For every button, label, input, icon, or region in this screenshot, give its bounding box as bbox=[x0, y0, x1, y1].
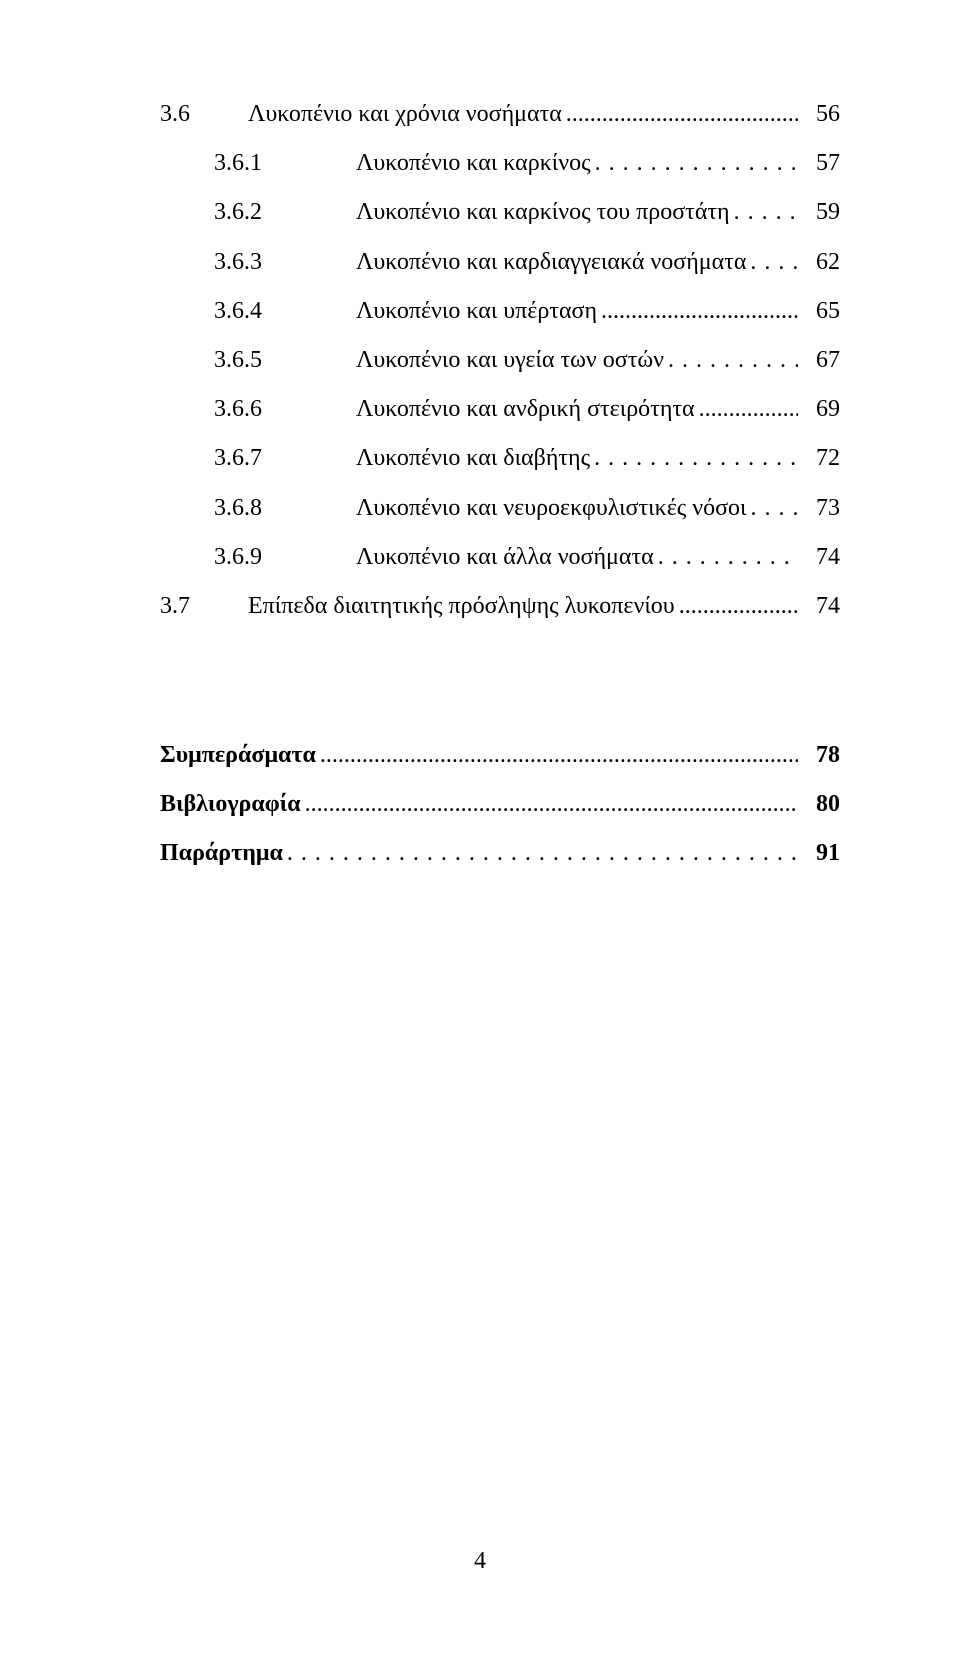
toc-entry-page: 78 bbox=[798, 731, 840, 780]
toc-leader bbox=[746, 238, 798, 287]
toc-entry-number: 3.6 bbox=[160, 90, 248, 139]
toc-entry-title: Λυκοπένιο και ανδρική στειρότητα bbox=[356, 385, 695, 434]
toc-leader bbox=[316, 731, 798, 780]
toc-entry-title: Λυκοπένιο και καρκίνος του προστάτη bbox=[356, 188, 730, 237]
toc-entry-page: 72 bbox=[798, 434, 840, 483]
toc-leader bbox=[747, 484, 798, 533]
toc-row: 3.6.8Λυκοπένιο και νευροεκφυλιστικές νόσ… bbox=[160, 484, 840, 533]
toc-entry-number: 3.6.6 bbox=[160, 385, 356, 434]
toc-entry-number: 3.6.4 bbox=[160, 287, 356, 336]
toc-entry-title: Βιβλιογραφία bbox=[160, 780, 301, 829]
toc-entry-number: 3.6.5 bbox=[160, 336, 356, 385]
toc-entry-title: Λυκοπένιο και διαβήτης bbox=[356, 434, 590, 483]
toc-entry-page: 74 bbox=[798, 533, 840, 582]
toc-entry-number: 3.6.3 bbox=[160, 238, 356, 287]
toc-bottom-section: Συμπεράσματα 78 Βιβλιογραφία 80 Παράρτημα 91 bbox=[160, 731, 840, 879]
toc-entry-title: Επίπεδα διαιτητικής πρόσληψης λυκοπενίου bbox=[248, 582, 675, 631]
toc-entry-number: 3.7 bbox=[160, 582, 248, 631]
toc-leader bbox=[590, 434, 798, 483]
toc-entry-page: 62 bbox=[798, 238, 840, 287]
toc-leader bbox=[654, 533, 798, 582]
toc-entry-number: 3.6.1 bbox=[160, 139, 356, 188]
toc-row: 3.6.4Λυκοπένιο και υπέρταση 65 bbox=[160, 287, 840, 336]
toc-entry-page: 65 bbox=[798, 287, 840, 336]
toc-entry-page: 74 bbox=[798, 582, 840, 631]
toc-entry-title: Λυκοπένιο και καρκίνος bbox=[356, 139, 591, 188]
toc-row: 3.6.5Λυκοπένιο και υγεία των οστών 67 bbox=[160, 336, 840, 385]
toc-entry-number: 3.6.8 bbox=[160, 484, 356, 533]
toc-leader bbox=[591, 139, 798, 188]
toc-leader bbox=[695, 385, 798, 434]
toc-leader bbox=[597, 287, 798, 336]
toc-entry-title: Λυκοπένιο και καρδιαγγειακά νοσήματα bbox=[356, 238, 746, 287]
toc-entry-number: 3.6.9 bbox=[160, 533, 356, 582]
toc-leader bbox=[301, 780, 798, 829]
table-of-contents: 3.6Λυκοπένιο και χρόνια νοσήματα563.6.1Λ… bbox=[160, 90, 840, 631]
toc-row: 3.6Λυκοπένιο και χρόνια νοσήματα 56 bbox=[160, 90, 840, 139]
toc-entry-title: Συμπεράσματα bbox=[160, 731, 316, 780]
toc-entry-title: Λυκοπένιο και υγεία των οστών bbox=[356, 336, 664, 385]
toc-entry-number: 3.6.7 bbox=[160, 434, 356, 483]
toc-row: Βιβλιογραφία 80 bbox=[160, 780, 840, 829]
toc-leader bbox=[730, 188, 798, 237]
toc-row: 3.6.6Λυκοπένιο και ανδρική στειρότητα 69 bbox=[160, 385, 840, 434]
page: 3.6Λυκοπένιο και χρόνια νοσήματα563.6.1Λ… bbox=[0, 0, 960, 1665]
toc-entry-page: 80 bbox=[798, 780, 840, 829]
toc-row: 3.7Επίπεδα διαιτητικής πρόσληψης λυκοπεν… bbox=[160, 582, 840, 631]
toc-entry-title: Λυκοπένιο και νευροεκφυλιστικές νόσοι bbox=[356, 484, 747, 533]
toc-row: 3.6.9Λυκοπένιο και άλλα νοσήματα 74 bbox=[160, 533, 840, 582]
toc-entry-title: Λυκοπένιο και άλλα νοσήματα bbox=[356, 533, 654, 582]
section-gap bbox=[160, 631, 840, 731]
toc-entry-number: 3.6.2 bbox=[160, 188, 356, 237]
toc-entry-title: Παράρτημα bbox=[160, 829, 283, 878]
toc-row: Συμπεράσματα 78 bbox=[160, 731, 840, 780]
toc-entry-page: 69 bbox=[798, 385, 840, 434]
toc-entry-page: 91 bbox=[798, 829, 840, 878]
toc-row: 3.6.1Λυκοπένιο και καρκίνος 57 bbox=[160, 139, 840, 188]
toc-leader bbox=[283, 829, 798, 878]
toc-entry-title: Λυκοπένιο και χρόνια νοσήματα bbox=[248, 90, 562, 139]
toc-row: 3.6.2Λυκοπένιο και καρκίνος του προστάτη… bbox=[160, 188, 840, 237]
toc-entry-page: 56 bbox=[798, 90, 840, 139]
toc-row: 3.6.3Λυκοπένιο και καρδιαγγειακά νοσήματ… bbox=[160, 238, 840, 287]
toc-leader bbox=[664, 336, 798, 385]
toc-row: 3.6.7Λυκοπένιο και διαβήτης 72 bbox=[160, 434, 840, 483]
toc-entry-page: 73 bbox=[798, 484, 840, 533]
toc-entry-title: Λυκοπένιο και υπέρταση bbox=[356, 287, 597, 336]
toc-leader bbox=[562, 90, 798, 139]
toc-row: Παράρτημα 91 bbox=[160, 829, 840, 878]
toc-entry-page: 57 bbox=[798, 139, 840, 188]
page-number: 4 bbox=[0, 1548, 960, 1575]
toc-entry-page: 59 bbox=[798, 188, 840, 237]
toc-leader bbox=[675, 582, 798, 631]
toc-entry-page: 67 bbox=[798, 336, 840, 385]
